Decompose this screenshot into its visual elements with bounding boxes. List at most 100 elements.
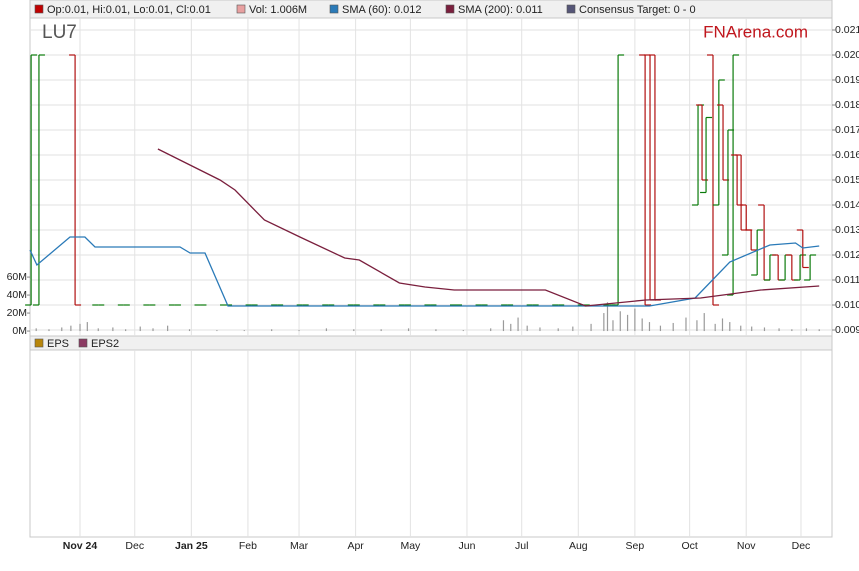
x-tick-label: Dec [792, 540, 811, 552]
legend-label: Op:0.01, Hi:0.01, Lo:0.01, Cl:0.01 [47, 4, 211, 16]
volume-bar [79, 323, 81, 332]
volume-bar [603, 313, 605, 332]
volume-bar [188, 329, 191, 332]
x-tick-label: Oct [681, 540, 697, 552]
volume-bar [634, 308, 636, 332]
volume-bar [619, 311, 621, 332]
y2-tick-label: 0M [12, 325, 27, 337]
volume-bar [539, 327, 541, 332]
legend-swatch [34, 338, 44, 348]
volume-bar [778, 328, 780, 332]
y2-tick-label: 40M [7, 289, 27, 301]
volume-bar [606, 302, 609, 332]
volume-bar [271, 329, 273, 332]
x-tick-label: Mar [290, 540, 309, 552]
volume-bar [407, 328, 410, 332]
y-tick-label: 0.011 [835, 274, 859, 286]
volume-bar [490, 328, 492, 332]
volume-bar [462, 330, 464, 332]
marks [25, 54, 820, 332]
y2-tick-label: 20M [7, 307, 27, 319]
volume-bar [125, 329, 127, 332]
legend-swatch [78, 338, 88, 348]
volume-bar [696, 320, 698, 332]
volume-bar [97, 328, 99, 332]
brand: FNArena.com [703, 22, 808, 41]
volume-bar [791, 329, 793, 332]
sma-line [29, 236, 820, 307]
volume-bar [659, 325, 662, 332]
volume-bar [35, 328, 37, 332]
main-panel [29, 17, 833, 337]
volume-bar [526, 325, 528, 332]
x-tick-label: Jun [458, 540, 475, 552]
volume-bar [510, 323, 512, 332]
legend-label: Vol: 1.006M [249, 4, 307, 16]
volume-bar [557, 328, 559, 332]
volume-bar [612, 320, 614, 332]
volume-bar [112, 327, 114, 332]
lower-panel [29, 349, 833, 538]
y2-tick-label: 60M [7, 271, 27, 283]
volume-bar [714, 323, 716, 332]
lower-legend-bar [29, 335, 833, 351]
legend-swatch [566, 4, 576, 14]
volume-bar [139, 326, 141, 332]
volume-bar [325, 328, 328, 332]
volume-bar [818, 329, 820, 332]
volume-bar [740, 325, 742, 332]
volume-bar [729, 322, 731, 332]
sma-line [157, 148, 820, 307]
volume-bar [572, 326, 574, 332]
volume-bar [48, 329, 50, 332]
volume-bar [70, 325, 72, 332]
x-tick-label: May [400, 540, 421, 552]
volume-bar [216, 330, 218, 332]
volume-bar [721, 318, 724, 332]
volume-bar [298, 330, 300, 332]
legend-label: SMA (60): 0.012 [342, 4, 422, 16]
volume-bar [152, 328, 154, 332]
volume-bar [672, 322, 674, 332]
y-tick-label: 0.016 [835, 149, 859, 161]
volume-bar [703, 313, 705, 332]
y-tick-label: 0.012 [835, 249, 859, 261]
legend-swatch [34, 4, 44, 14]
legend-swatch [329, 4, 339, 14]
volume-bar [517, 317, 519, 332]
volume-bar [380, 329, 382, 332]
volume-bar [243, 330, 245, 332]
grid [30, 18, 832, 537]
ticker-title: LU7 [42, 22, 77, 43]
x-tick-label: Apr [347, 540, 364, 552]
x-tick-label: Nov 24 [63, 540, 98, 552]
y-tick-label: 0.015 [835, 174, 859, 186]
y-tick-label: 0.009 [835, 324, 859, 336]
volume-bar [590, 323, 592, 332]
volume-bar [805, 328, 808, 332]
y-tick-label: 0.019 [835, 74, 859, 86]
volume-bar [435, 329, 437, 332]
volume-bar [61, 327, 63, 332]
y-tick-label: 0.010 [835, 299, 859, 311]
x-tick-label: Nov [737, 540, 756, 552]
x-tick-label: Dec [125, 540, 144, 552]
volume-bar [353, 329, 355, 332]
x-tick-label: Aug [569, 540, 588, 552]
legend-swatch [236, 4, 246, 14]
legend-label: Consensus Target: 0 - 0 [579, 4, 696, 16]
x-tick-label: Sep [626, 540, 645, 552]
legend-label: EPS [47, 338, 69, 350]
x-tick-label: Feb [239, 540, 257, 552]
volume-bar [751, 326, 753, 332]
y-tick-label: 0.021 [835, 24, 859, 36]
volume-bar [626, 314, 629, 332]
volume-bar [86, 322, 88, 332]
volume-bar [167, 325, 169, 332]
volume-bar [685, 317, 687, 332]
legend-label: SMA (200): 0.011 [458, 4, 543, 16]
volume-bar [763, 327, 766, 332]
volume-bar [648, 322, 651, 332]
volume-bar [502, 320, 505, 332]
